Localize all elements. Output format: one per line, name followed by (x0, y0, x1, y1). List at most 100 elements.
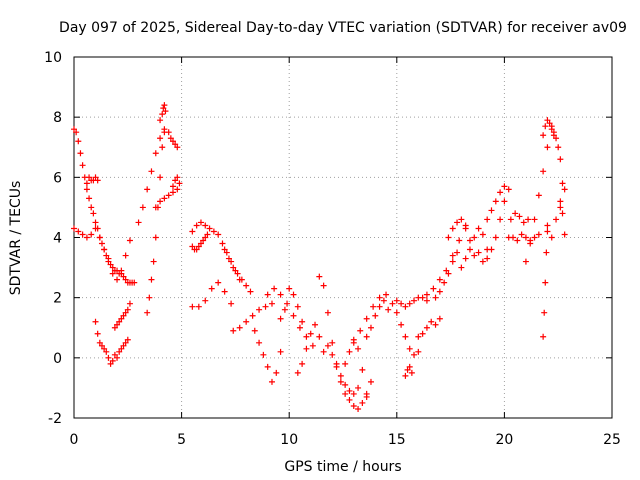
data-point (350, 339, 357, 346)
data-point (152, 204, 159, 211)
data-point (445, 270, 452, 277)
data-point (333, 363, 340, 370)
data-point (406, 345, 413, 352)
series-steep-rise-2 (144, 129, 168, 316)
y-tick-label: 2 (53, 291, 62, 307)
data-point (553, 216, 560, 223)
data-point (363, 333, 370, 340)
data-point (230, 264, 237, 271)
data-point (92, 225, 99, 232)
series-arc-17h (423, 225, 469, 298)
series-rise-arc-1 (111, 300, 133, 331)
data-point (541, 309, 548, 316)
x-tick-label: 15 (388, 432, 406, 448)
series-arc-14h (350, 291, 390, 346)
data-point (189, 303, 196, 310)
data-point (83, 186, 90, 193)
data-point (202, 297, 209, 304)
data-point (96, 234, 103, 241)
data-point (165, 192, 172, 199)
data-point (230, 327, 237, 334)
data-point (109, 357, 116, 364)
data-point (443, 267, 450, 274)
data-point (256, 306, 263, 313)
data-point (264, 291, 271, 298)
data-point (303, 345, 310, 352)
data-point (449, 225, 456, 232)
series-arc-9h-dip (251, 327, 284, 385)
data-point (337, 372, 344, 379)
axis-ticks (73, 56, 613, 419)
data-point (96, 339, 103, 346)
data-point (436, 288, 443, 295)
data-point (316, 273, 323, 280)
data-point (449, 258, 456, 265)
data-point (144, 186, 151, 193)
series-steep-rise-1 (135, 126, 181, 226)
data-point (415, 348, 422, 355)
data-point (445, 234, 452, 241)
series-short-arc-2 (169, 174, 183, 190)
data-point (357, 327, 364, 334)
data-point (367, 324, 374, 331)
data-point (200, 237, 207, 244)
data-point (501, 183, 508, 190)
data-point (79, 231, 86, 238)
data-point (383, 291, 390, 298)
series-arc-22h-c (550, 129, 566, 187)
data-point (228, 300, 235, 307)
data-point (324, 342, 331, 349)
data-point (540, 168, 547, 175)
data-point (346, 348, 353, 355)
data-point (531, 216, 538, 223)
data-point (514, 237, 521, 244)
series-dip-arc (92, 318, 131, 367)
data-point (157, 174, 164, 181)
data-point (402, 303, 409, 310)
series-arc-12h-b (324, 342, 362, 397)
data-point (286, 285, 293, 292)
data-point (430, 285, 437, 292)
data-point (510, 234, 517, 241)
data-point (225, 255, 232, 262)
data-point (471, 234, 478, 241)
series-arc-22h-end (557, 204, 568, 238)
data-point (83, 180, 90, 187)
data-point (542, 279, 549, 286)
data-point (219, 240, 226, 247)
data-point (408, 369, 415, 376)
data-point (148, 168, 155, 175)
data-point (234, 270, 241, 277)
data-point (202, 222, 209, 229)
y-tick-label: 6 (53, 170, 62, 186)
data-point (101, 345, 108, 352)
data-point (114, 276, 121, 283)
series-arc-19h (475, 198, 508, 265)
data-point (193, 222, 200, 229)
series-arc-21h (522, 123, 555, 265)
data-point (161, 195, 168, 202)
data-point (548, 126, 555, 133)
data-point (161, 102, 168, 109)
data-point (531, 234, 538, 241)
data-point (471, 252, 478, 259)
data-point (363, 315, 370, 322)
data-point (109, 264, 116, 271)
data-point (273, 369, 280, 376)
data-point (107, 261, 114, 268)
data-point (159, 111, 166, 118)
data-point (346, 396, 353, 403)
data-point (228, 258, 235, 265)
data-point (462, 222, 469, 229)
series-arc-20h (505, 231, 542, 244)
series-mid-step-arc (152, 186, 181, 211)
series-arc-20h-b (507, 210, 532, 226)
series-arc-22h-b (544, 186, 568, 241)
data-point (256, 339, 263, 346)
data-point (152, 234, 159, 241)
series-arc-6h-lower (189, 231, 211, 253)
series-arc-15h (385, 300, 422, 358)
series-arc-13h-low (346, 378, 374, 412)
data-point (393, 309, 400, 316)
data-point (316, 333, 323, 340)
